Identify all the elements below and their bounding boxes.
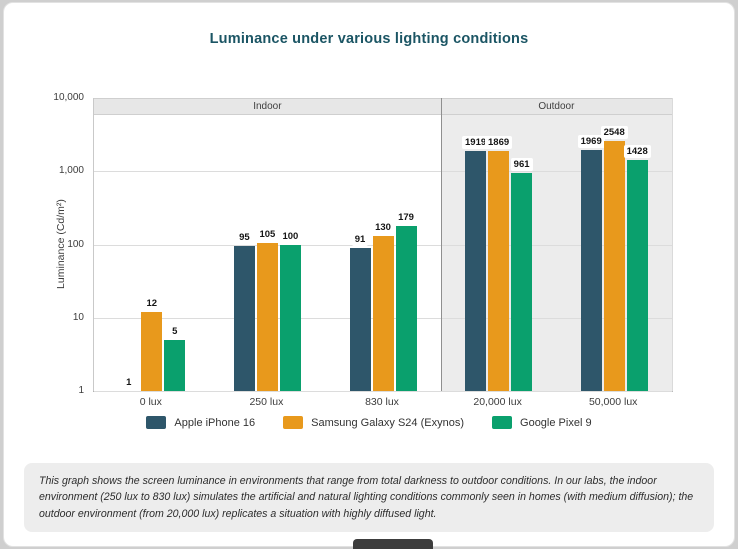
- bar-value-label: 12: [130, 296, 174, 310]
- region-band: [94, 98, 672, 115]
- gridline: [94, 391, 672, 392]
- bar: [626, 159, 648, 391]
- bar: [488, 151, 510, 391]
- bar-value-text: 1969: [577, 134, 605, 148]
- bar: [256, 242, 278, 391]
- bar: [372, 236, 394, 391]
- bar-value-text: 95: [236, 231, 253, 245]
- legend-swatch: [283, 416, 304, 429]
- x-tick-label: 830 lux: [365, 396, 399, 408]
- bar-value-label: 100: [268, 229, 312, 243]
- bar-value-label: 1969: [569, 134, 613, 148]
- bar: [349, 247, 371, 391]
- bar: [164, 339, 186, 391]
- bar-value-text: 1428: [623, 144, 651, 158]
- bar-value-text: 1: [123, 376, 135, 389]
- y-tick-label: 10: [72, 311, 84, 323]
- region-divider: [440, 98, 442, 391]
- legend-label: Apple iPhone 16: [174, 416, 256, 429]
- bar-value-label: 1919: [454, 135, 498, 149]
- bar-value-label: 961: [500, 157, 544, 171]
- bar-value-text: 105: [256, 227, 279, 241]
- bar-value-text: 1869: [485, 136, 513, 150]
- bar-value-text: 100: [279, 229, 302, 243]
- bar-value-text: 12: [143, 296, 161, 310]
- x-tick-label: 0 lux: [139, 396, 162, 408]
- bar-value-text: 5: [169, 324, 181, 338]
- bar: [603, 141, 625, 391]
- region-label: Outdoor: [538, 101, 575, 112]
- chart-legend: Apple iPhone 16 Samsung Galaxy S24 (Exyno…: [4, 416, 734, 429]
- legend-label: Google Pixel 9: [520, 416, 592, 429]
- caption-box: This graph shows the screen luminance in…: [24, 463, 714, 533]
- legend-swatch: [492, 416, 513, 429]
- bar: [395, 225, 417, 391]
- bar: [233, 246, 255, 391]
- bottom-peek-element: [353, 539, 433, 549]
- gridline: [94, 171, 672, 173]
- x-tick-label: 250 lux: [249, 396, 284, 408]
- bar-value-label: 105: [245, 227, 289, 241]
- x-axis-tick-labels: 0 lux 250 lux 830 lux 20,000 lux 50,000 lux: [93, 396, 671, 412]
- legend-label: Samsung Galaxy S24 (Exynos): [311, 416, 465, 429]
- bar: [580, 149, 602, 391]
- bar-value-label: 2548: [592, 126, 636, 140]
- bar-value-label: 1: [107, 376, 151, 389]
- legend-item: Samsung Galaxy S24 (Exynos): [283, 416, 464, 429]
- bar-value-label: 130: [361, 221, 405, 235]
- y-tick-label: 1,000: [58, 165, 84, 177]
- y-axis-tick-labels: 1 10 100 1,000 10,000: [4, 92, 88, 396]
- legend-item: Apple iPhone 16: [146, 416, 255, 429]
- bar-value-label: 179: [384, 210, 428, 224]
- bar-value-text: 961: [510, 157, 533, 171]
- bar-value-text: 2548: [600, 126, 628, 140]
- bar: [279, 244, 301, 391]
- y-tick-label: 100: [67, 238, 84, 250]
- x-tick-label: 20,000 lux: [473, 396, 522, 408]
- chart-card: Luminance under various lighting conditi…: [3, 2, 735, 547]
- chart-title: Luminance under various lighting conditi…: [209, 31, 529, 47]
- bar: [465, 150, 487, 391]
- bar-value-label: 1428: [615, 144, 659, 158]
- legend-item: Google Pixel 9: [492, 416, 592, 429]
- bar: [141, 311, 163, 391]
- bar-value-label: 5: [153, 324, 197, 338]
- bar-value-text: 130: [372, 221, 394, 235]
- y-tick-label: 1: [78, 385, 84, 396]
- x-tick-label: 50,000 lux: [588, 396, 638, 408]
- bar-value-text: 179: [395, 210, 417, 224]
- region-label: Indoor: [253, 101, 282, 112]
- bar-value-label: 1869: [477, 136, 521, 150]
- bar-value-text: 91: [351, 232, 369, 246]
- bar-value-text: 1919: [462, 135, 490, 149]
- bar-value-label: 95: [222, 231, 266, 245]
- caption-text: This graph shows the screen luminance in…: [39, 475, 694, 520]
- legend-swatch: [146, 416, 167, 429]
- bar: [511, 172, 533, 391]
- plot-area: Indoor Outdoor 1 12 5 95 105 100 91 130 179 1919 186…: [93, 98, 673, 392]
- bar-value-label: 91: [338, 232, 382, 246]
- y-tick-label: 10,000: [53, 92, 84, 103]
